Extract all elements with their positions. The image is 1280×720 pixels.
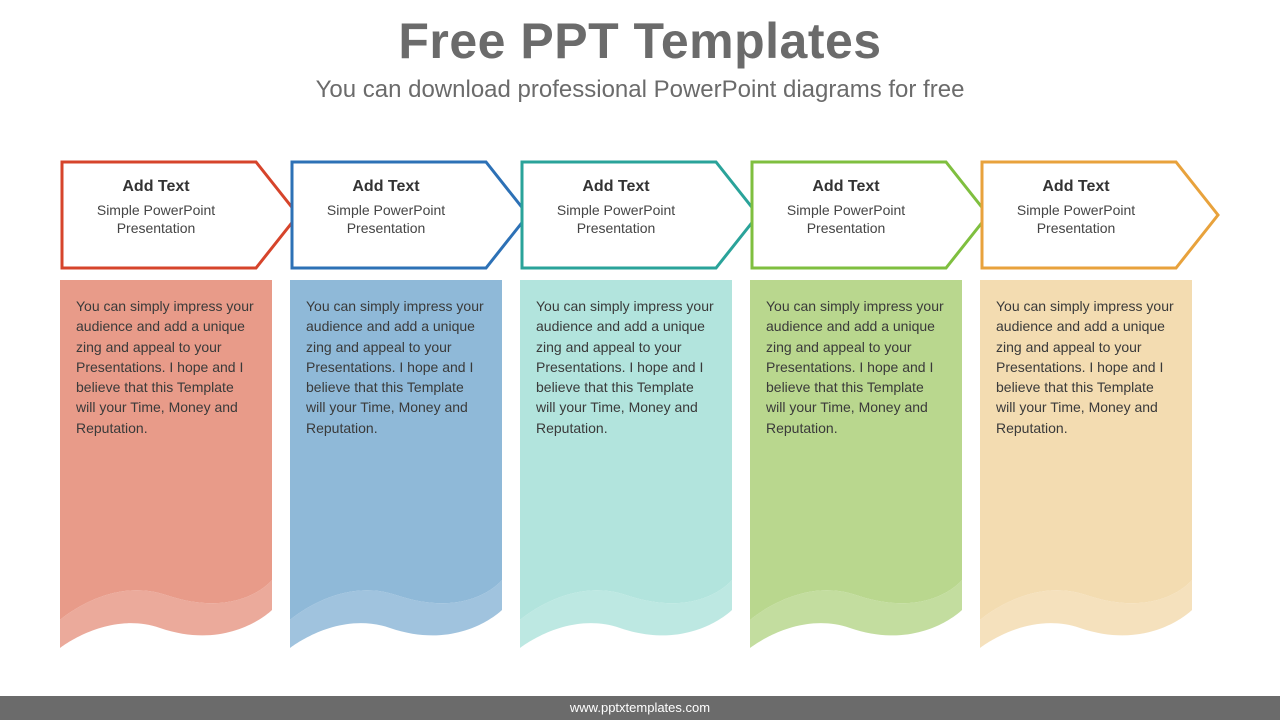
- page-title: Free PPT Templates: [0, 12, 1280, 70]
- step-5-arrow: Add Text Simple PowerPoint Presentation: [980, 160, 1220, 270]
- step-5-subtitle: Simple PowerPoint Presentation: [996, 202, 1156, 237]
- step-3-arrow: Add Text Simple PowerPoint Presentation: [520, 160, 760, 270]
- step-5: Add Text Simple PowerPoint Presentation …: [980, 160, 1192, 650]
- page-subtitle: You can download professional PowerPoint…: [0, 76, 1280, 104]
- footer-bar: www.pptxtemplates.com: [0, 696, 1280, 720]
- step-3-title: Add Text: [536, 178, 696, 196]
- step-4-body: You can simply impress your audience and…: [750, 280, 962, 650]
- step-3-header-text: Add Text Simple PowerPoint Presentation: [536, 178, 696, 237]
- step-2-subtitle: Simple PowerPoint Presentation: [306, 202, 466, 237]
- step-3-body-text: You can simply impress your audience and…: [536, 296, 716, 438]
- step-3: Add Text Simple PowerPoint Presentation …: [520, 160, 732, 650]
- step-4: Add Text Simple PowerPoint Presentation …: [750, 160, 962, 650]
- step-4-subtitle: Simple PowerPoint Presentation: [766, 202, 926, 237]
- step-2-body: You can simply impress your audience and…: [290, 280, 502, 650]
- step-2-body-text: You can simply impress your audience and…: [306, 296, 486, 438]
- step-5-header-text: Add Text Simple PowerPoint Presentation: [996, 178, 1156, 237]
- step-5-body-text: You can simply impress your audience and…: [996, 296, 1176, 438]
- step-1-header-text: Add Text Simple PowerPoint Presentation: [76, 178, 236, 237]
- header: Free PPT Templates You can download prof…: [0, 0, 1280, 104]
- process-row: Add Text Simple PowerPoint Presentation …: [60, 160, 1260, 650]
- step-1-body: You can simply impress your audience and…: [60, 280, 272, 650]
- step-1-title: Add Text: [76, 178, 236, 196]
- step-1: Add Text Simple PowerPoint Presentation …: [60, 160, 272, 650]
- step-2-header-text: Add Text Simple PowerPoint Presentation: [306, 178, 466, 237]
- step-1-subtitle: Simple PowerPoint Presentation: [76, 202, 236, 237]
- step-2-title: Add Text: [306, 178, 466, 196]
- step-1-body-text: You can simply impress your audience and…: [76, 296, 256, 438]
- step-4-arrow: Add Text Simple PowerPoint Presentation: [750, 160, 990, 270]
- step-4-body-text: You can simply impress your audience and…: [766, 296, 946, 438]
- step-1-arrow: Add Text Simple PowerPoint Presentation: [60, 160, 300, 270]
- step-3-subtitle: Simple PowerPoint Presentation: [536, 202, 696, 237]
- step-4-header-text: Add Text Simple PowerPoint Presentation: [766, 178, 926, 237]
- step-2: Add Text Simple PowerPoint Presentation …: [290, 160, 502, 650]
- step-4-title: Add Text: [766, 178, 926, 196]
- step-5-title: Add Text: [996, 178, 1156, 196]
- step-2-arrow: Add Text Simple PowerPoint Presentation: [290, 160, 530, 270]
- step-3-body: You can simply impress your audience and…: [520, 280, 732, 650]
- step-5-body: You can simply impress your audience and…: [980, 280, 1192, 650]
- footer-url: www.pptxtemplates.com: [570, 700, 710, 715]
